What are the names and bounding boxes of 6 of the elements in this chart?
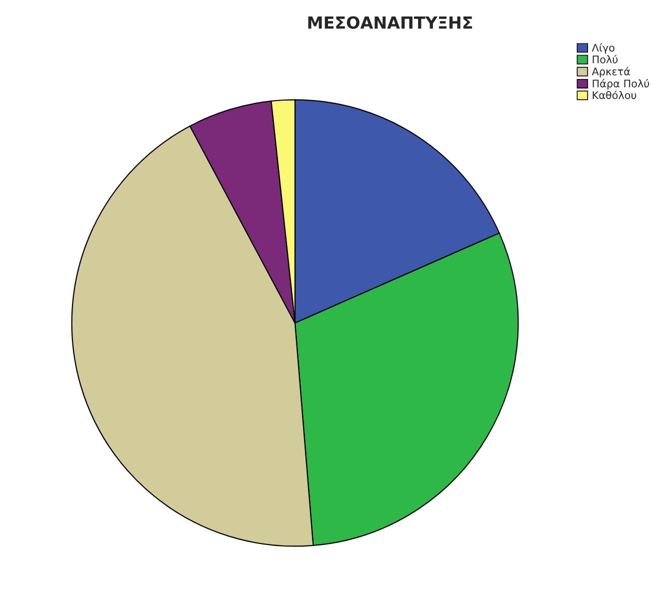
legend-label: Πάρα Πολύ xyxy=(592,78,650,90)
legend-label: Καθόλου xyxy=(592,90,636,100)
legend-label: Πολύ xyxy=(592,54,618,64)
legend-label: Αρκετά xyxy=(592,66,630,78)
chart-title: ΜΕΣΟΑΝΑΠΤΥΞΗΣ xyxy=(308,16,472,29)
legend-label: Λίγο xyxy=(592,43,614,54)
